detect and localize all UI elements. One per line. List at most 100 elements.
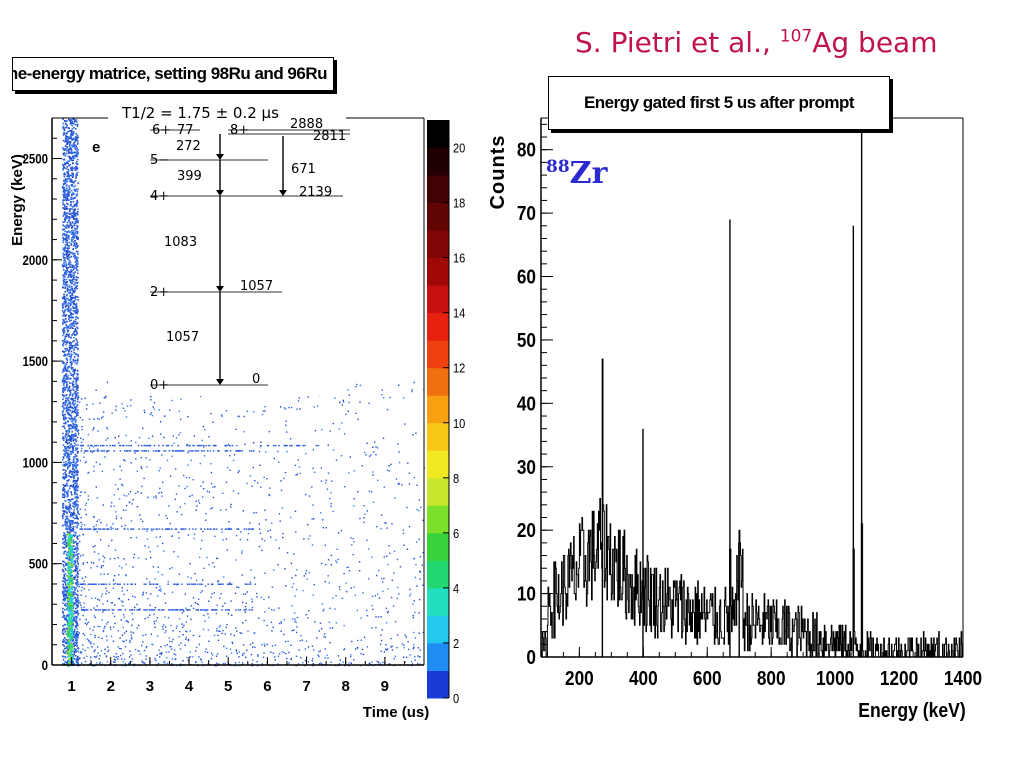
heatmap-cell <box>204 429 206 431</box>
heatmap-cell <box>75 346 77 349</box>
heatmap-cell <box>69 136 72 139</box>
heatmap-cell <box>288 651 290 654</box>
heatmap-cell <box>68 278 71 281</box>
heatmap-cell <box>153 402 156 404</box>
heatmap-cell <box>67 299 70 302</box>
heatmap-cell <box>221 415 223 418</box>
heatmap-cell <box>130 609 133 611</box>
heatmap-cell <box>65 375 67 377</box>
heatmap-cell <box>72 340 74 343</box>
heatmap-cell <box>155 495 157 497</box>
heatmap-cell <box>67 583 70 586</box>
heatmap-cell <box>67 292 70 294</box>
heatmap-cell <box>70 301 73 304</box>
heatmap-cell <box>77 220 79 222</box>
heatmap-cell <box>94 616 97 619</box>
heatmap-cell <box>62 233 65 235</box>
heatmap-cell <box>143 609 145 611</box>
heatmap-cell <box>398 384 400 386</box>
heatmap-cell <box>362 653 365 656</box>
heatmap-cell <box>200 548 202 550</box>
heatmap-cell <box>106 428 109 430</box>
heatmap-cell <box>185 476 188 479</box>
heatmap-cell <box>71 622 74 625</box>
heatmap-cell <box>71 473 73 475</box>
heatmap-cell <box>149 614 151 616</box>
heatmap-cell <box>383 397 385 399</box>
heatmap-cell <box>75 503 78 506</box>
heatmap-cell <box>69 643 72 646</box>
heatmap-cell <box>72 479 75 482</box>
heatmap-cell <box>71 185 73 187</box>
heatmap-cell <box>62 268 65 271</box>
heatmap-cell <box>114 549 117 551</box>
heatmap-cell <box>66 124 68 127</box>
heatmap-x-tick-label: 3 <box>146 678 154 695</box>
heatmap-cell <box>75 626 77 629</box>
heatmap-cell <box>70 148 72 150</box>
heatmap-cell <box>189 444 191 447</box>
heatmap-cell <box>70 651 72 654</box>
heatmap-cell <box>422 551 424 554</box>
heatmap-cell <box>109 626 112 628</box>
heatmap-cell <box>75 631 78 633</box>
heatmap-cell <box>70 129 73 132</box>
heatmap-cell <box>72 654 75 656</box>
heatmap-cell <box>133 553 136 556</box>
heatmap-cell <box>67 190 70 192</box>
heatmap-cell <box>68 169 70 172</box>
heatmap-cell <box>70 231 72 233</box>
heatmap-cell <box>157 662 160 665</box>
heatmap-cell <box>62 464 64 467</box>
heatmap-cell <box>66 143 68 145</box>
heatmap-cell <box>74 615 77 618</box>
heatmap-cell <box>324 581 326 583</box>
heatmap-cell <box>242 601 244 604</box>
heatmap-x-tick-label: 7 <box>302 678 310 695</box>
heatmap-cell <box>84 509 86 511</box>
heatmap-cell <box>152 450 155 452</box>
heatmap-cell <box>406 548 409 550</box>
heatmap-cell <box>75 412 77 414</box>
heatmap-cell <box>66 564 69 566</box>
heatmap-cell <box>69 453 71 455</box>
heatmap-cell <box>68 662 71 665</box>
heatmap-cell <box>246 649 248 651</box>
heatmap-cell <box>71 535 74 537</box>
heatmap-cell <box>76 411 78 413</box>
heatmap-cell <box>71 597 74 600</box>
heatmap-cell <box>74 346 76 349</box>
heatmap-cell <box>389 396 391 399</box>
heatmap-cell <box>359 517 361 520</box>
heatmap-cell <box>67 531 69 533</box>
heatmap-cell <box>75 438 77 441</box>
heatmap-cell <box>73 369 75 372</box>
heatmap-cell <box>163 436 165 439</box>
heatmap-cell <box>332 597 334 599</box>
heatmap-cell <box>149 551 151 553</box>
heatmap-cell <box>194 572 196 575</box>
heatmap-cell <box>76 282 79 284</box>
heatmap-cell <box>78 599 80 602</box>
heatmap-cell <box>72 447 74 450</box>
heatmap-cell <box>77 497 79 499</box>
heatmap-cell <box>367 578 370 580</box>
heatmap-cell <box>76 464 79 467</box>
heatmap-cell <box>76 323 78 325</box>
heatmap-cell <box>193 533 196 535</box>
heatmap-cell <box>104 625 106 628</box>
heatmap-cell <box>76 452 79 454</box>
heatmap-cell <box>130 654 132 656</box>
heatmap-cell <box>144 545 146 547</box>
heatmap-cell <box>184 593 186 595</box>
heatmap-cell <box>166 657 168 659</box>
heatmap-cell <box>82 614 84 617</box>
heatmap-cell <box>90 633 92 636</box>
heatmap-cell <box>63 591 65 594</box>
heatmap-cell <box>70 624 73 627</box>
heatmap-cell <box>418 499 420 501</box>
heatmap-cell <box>158 656 161 658</box>
heatmap-cell <box>71 206 74 208</box>
heatmap-cell <box>63 590 65 593</box>
heatmap-cell <box>68 301 70 304</box>
